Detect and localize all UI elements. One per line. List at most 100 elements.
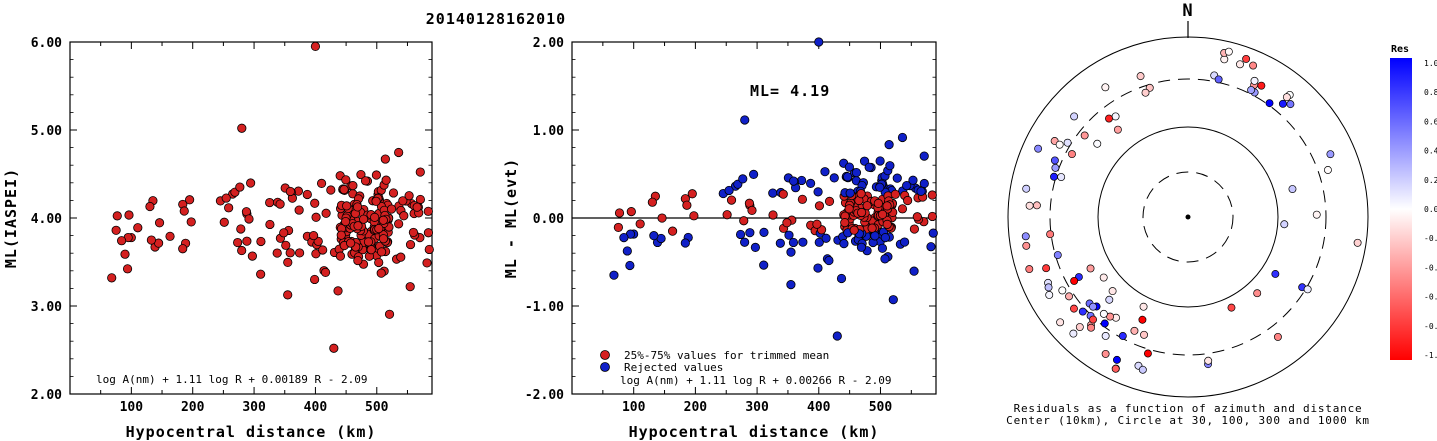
data-point — [798, 237, 808, 247]
data-point — [186, 217, 196, 227]
data-point — [318, 245, 328, 255]
colorbar-tick-label: 0.0 — [1424, 205, 1437, 214]
data-point — [750, 242, 760, 252]
data-point — [384, 309, 395, 319]
station-point — [1138, 365, 1147, 374]
data-point — [111, 225, 121, 235]
x-tick-label: 500 — [365, 400, 389, 415]
data-point — [146, 235, 156, 245]
data-point — [722, 210, 732, 220]
station-point — [1034, 144, 1043, 153]
data-point — [877, 209, 888, 220]
data-point — [824, 196, 835, 206]
data-point — [310, 198, 320, 208]
data-point — [862, 201, 872, 211]
data-point — [614, 208, 625, 218]
data-point — [246, 178, 256, 188]
x-tick-label: 400 — [807, 400, 831, 415]
station-point — [1326, 150, 1335, 159]
x-axis-label: Hypocentral distance (km) — [126, 423, 377, 441]
data-point — [396, 252, 406, 262]
data-point — [909, 266, 919, 276]
station-point — [1130, 326, 1139, 335]
station-point — [1070, 304, 1078, 313]
ring-300km — [1049, 78, 1327, 356]
data-point — [405, 282, 415, 292]
data-point — [880, 254, 890, 264]
data-point — [380, 154, 390, 164]
x-axis-label: Hypocentral distance (km) — [629, 423, 880, 441]
station-point — [1353, 238, 1362, 247]
data-point — [919, 151, 929, 161]
data-point — [880, 233, 890, 243]
data-point — [875, 182, 885, 192]
station-point — [1087, 323, 1095, 332]
colorbar-tick-label: 0.2 — [1424, 176, 1437, 185]
data-point — [840, 218, 850, 228]
data-point — [329, 343, 339, 353]
data-point — [247, 251, 257, 261]
y-axis-label: ML - ML(evt) — [502, 158, 520, 278]
data-point — [339, 184, 349, 195]
data-point — [335, 251, 346, 261]
data-point — [857, 207, 867, 218]
data-point — [371, 170, 382, 180]
data-point — [308, 230, 319, 241]
legend-label-trimmed: 25%-75% values for trimmed mean — [624, 349, 829, 362]
data-point — [864, 162, 874, 172]
station-point — [1080, 131, 1089, 140]
data-point — [613, 222, 623, 233]
data-point — [316, 178, 327, 188]
data-point — [919, 178, 929, 189]
data-point — [759, 260, 769, 270]
data-point — [740, 237, 750, 247]
data-point — [376, 268, 386, 278]
data-point — [900, 237, 910, 247]
data-point — [117, 236, 127, 246]
data-point — [122, 264, 133, 274]
data-point — [302, 189, 312, 200]
station-point — [1044, 283, 1053, 292]
data-point — [412, 202, 422, 212]
station-point — [1032, 201, 1041, 210]
y-tick-label: -1.00 — [525, 300, 564, 315]
data-point — [875, 156, 885, 166]
data-point — [814, 201, 825, 211]
station-point — [1063, 138, 1072, 147]
data-point — [845, 188, 855, 198]
data-point — [311, 212, 321, 222]
data-point — [682, 200, 692, 210]
data-point — [821, 233, 831, 243]
y-tick-label: -2.00 — [525, 388, 564, 403]
data-point — [366, 245, 376, 255]
y-tick-label: 6.00 — [31, 36, 62, 51]
data-point — [689, 211, 699, 221]
data-point — [310, 41, 321, 52]
data-point — [786, 280, 796, 290]
data-point — [185, 195, 195, 205]
legend-marker-rejected — [600, 362, 610, 372]
data-point — [867, 223, 877, 233]
y-tick-label: 0.00 — [533, 212, 564, 227]
data-point — [404, 191, 414, 201]
station-point — [1136, 72, 1145, 81]
station-point — [1265, 99, 1274, 108]
station-point — [1250, 76, 1259, 85]
data-point — [856, 242, 867, 252]
station-point — [1303, 285, 1312, 294]
data-point — [398, 196, 408, 206]
data-point — [749, 169, 759, 179]
station-point — [1089, 302, 1097, 311]
data-point — [839, 239, 849, 249]
data-point — [283, 290, 293, 300]
page-title: 20140128162010 — [426, 10, 566, 28]
station-point — [1025, 265, 1034, 274]
data-point — [778, 189, 788, 199]
station-point — [1113, 355, 1121, 364]
data-point — [358, 214, 369, 224]
data-point — [321, 208, 331, 218]
data-point — [926, 242, 936, 252]
station-point — [1101, 331, 1110, 340]
data-point — [279, 228, 289, 238]
station-point — [1113, 125, 1122, 134]
